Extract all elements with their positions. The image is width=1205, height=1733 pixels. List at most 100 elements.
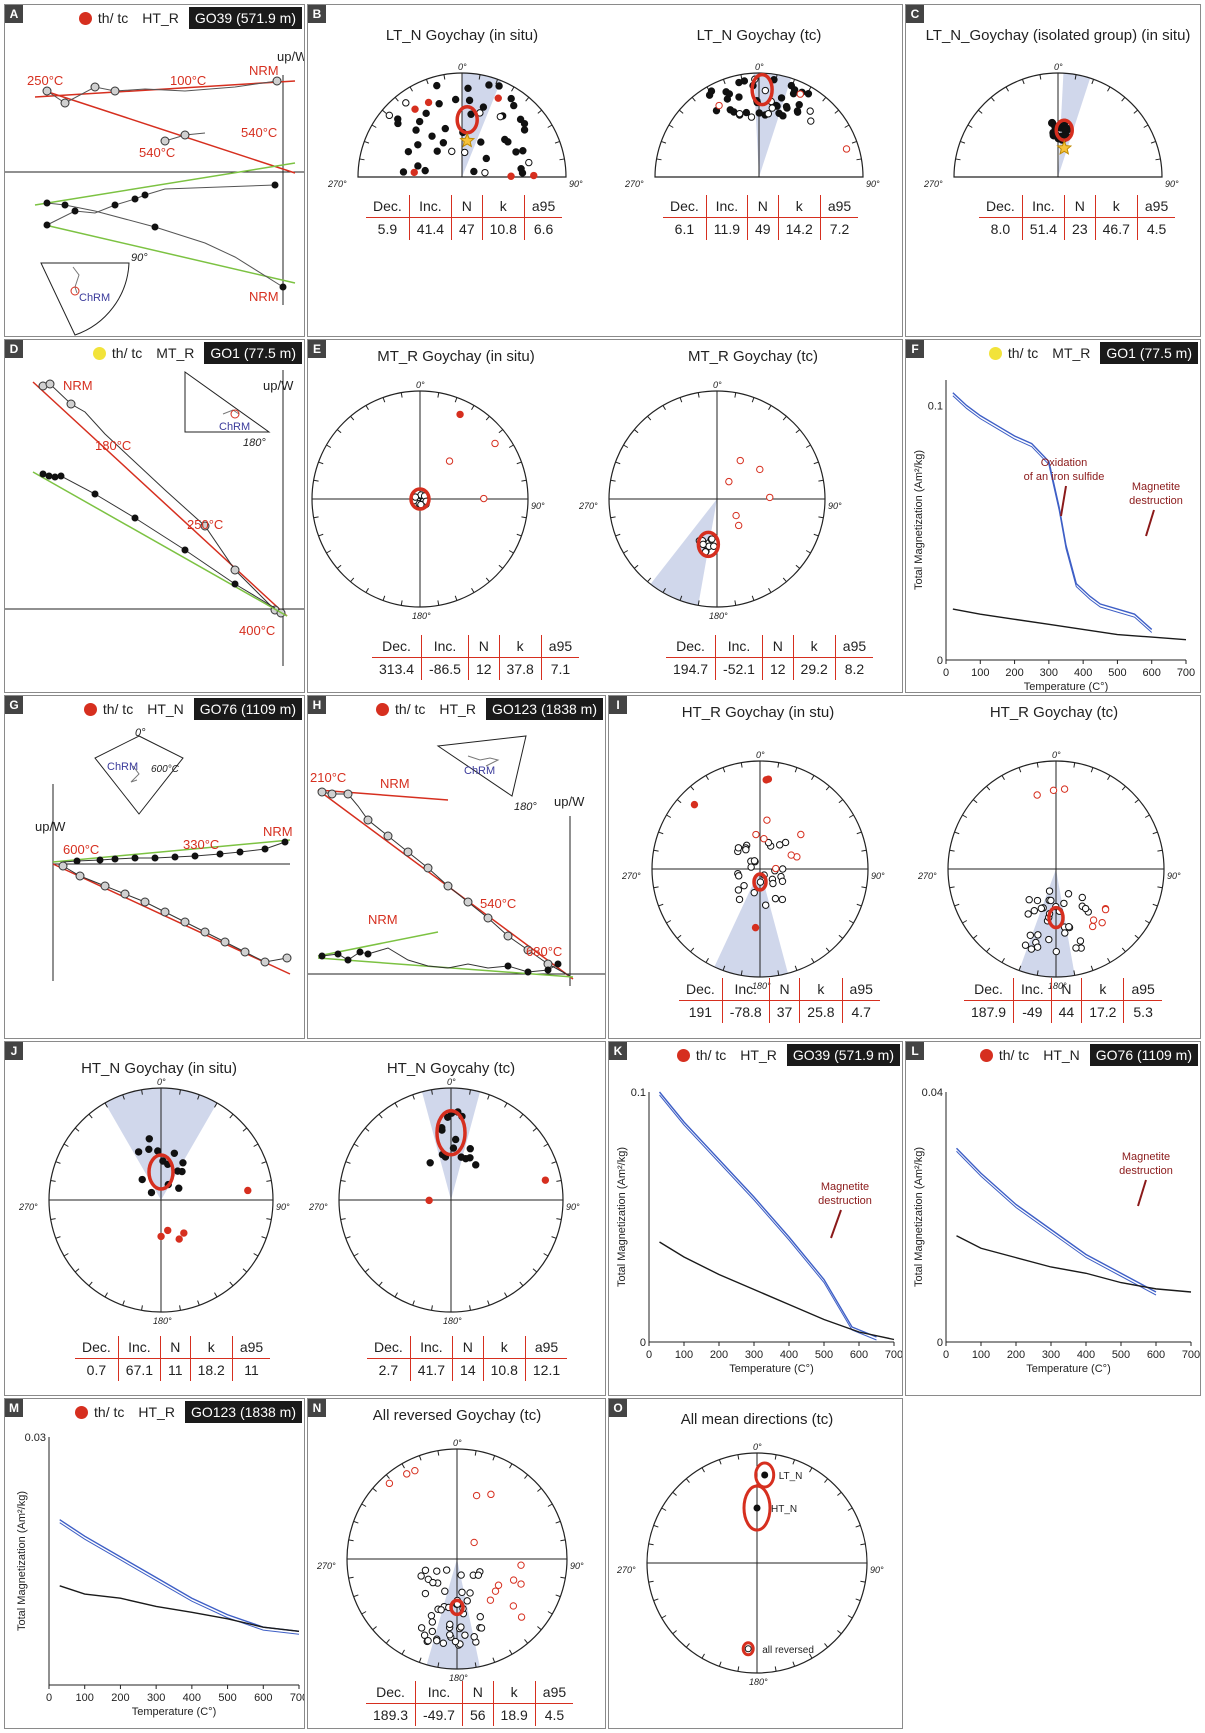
closed-point: [795, 100, 803, 109]
open-point: [1052, 947, 1060, 956]
closed-point: [404, 147, 413, 156]
open-point: [433, 1567, 441, 1575]
net-tick: [685, 1478, 690, 1483]
mean-label: all reversed: [762, 1645, 814, 1656]
net-tick: [1021, 79, 1025, 85]
net-tick: [74, 1268, 80, 1273]
x-tick-label: 0: [646, 1349, 652, 1361]
legend-label: th/ tc: [998, 1047, 1030, 1063]
group-label: HT_R: [439, 701, 476, 717]
net-tick: [242, 1268, 248, 1273]
net-tick: [353, 1520, 359, 1524]
panel-header: th/ tc HT_N GO76 (1109 m): [83, 698, 302, 720]
net-tick: [768, 587, 772, 593]
closed-point: [425, 1196, 433, 1205]
open-point: [778, 865, 787, 873]
panel-header: th/ tc MT_R GO1 (77.5 m): [988, 342, 1198, 364]
open-point: [1060, 785, 1069, 793]
net-tick: [813, 533, 819, 537]
net-tick: [990, 97, 995, 102]
closed-point: [164, 1226, 172, 1235]
net-tick: [560, 1576, 566, 1579]
demag-path: [321, 947, 559, 973]
net-tick: [722, 767, 726, 773]
open-point: [480, 494, 488, 503]
net-tick: [1133, 109, 1138, 114]
open-point: [460, 148, 469, 157]
net-tick: [666, 920, 672, 924]
open-point: [769, 879, 777, 888]
open-point: [494, 1581, 503, 1589]
closed-point: [175, 1235, 183, 1243]
net-tick: [537, 1626, 542, 1631]
net-tick: [359, 158, 365, 161]
net-tick: [1018, 965, 1022, 971]
site-label: GO123 (1838 m): [485, 698, 603, 720]
thermomag-chart: 0 100 200 300 400 500 600 700 0.03 Temperature (C…: [16, 1432, 304, 1718]
open-point: [1033, 791, 1041, 799]
fit-line: [317, 789, 449, 801]
demag-path: [62, 841, 286, 863]
net-tick: [1134, 934, 1140, 939]
net-tick: [88, 1281, 93, 1287]
net-tick: [1150, 140, 1156, 144]
zijderveld-plot: up/W 210°C NRM 540°C 680°C NRM ChRM 180°: [308, 735, 605, 986]
group-label: HT_R: [740, 1047, 777, 1063]
open-point: [487, 1490, 495, 1499]
x-tick-label: 400: [183, 1692, 201, 1704]
open-point: [1021, 941, 1030, 949]
tick-label-90: 90°: [566, 1202, 580, 1212]
legend-dot: [75, 1405, 89, 1419]
net-tick: [676, 799, 682, 804]
net-tick: [809, 1653, 813, 1659]
open-point: [446, 1620, 454, 1629]
x-tick-label: 500: [1112, 1349, 1130, 1361]
open-point: [417, 1624, 426, 1632]
mean-label: HT_N: [771, 1504, 797, 1515]
annotation-arrow: [1137, 1179, 1147, 1207]
net-tick: [986, 947, 991, 953]
panel-g: G th/ tc HT_N GO76 (1109 m) up/W NRM 330°C…: [4, 695, 305, 1039]
net-tick: [543, 1143, 549, 1147]
closed-point: [410, 168, 418, 177]
net-tick: [487, 1094, 490, 1100]
net-tick: [811, 775, 815, 781]
x-tick-label: 600: [254, 1692, 272, 1704]
closed-point: [787, 81, 796, 90]
open-point: [761, 901, 770, 909]
net-tick: [844, 124, 850, 128]
net-tick: [855, 1598, 861, 1602]
net-tick: [372, 1487, 377, 1492]
open-point: [428, 1618, 437, 1626]
temp-label: 210°C: [310, 770, 346, 785]
closed-point: [145, 1145, 153, 1154]
legend-label: th/ tc: [97, 10, 129, 26]
open-point: [771, 894, 780, 903]
net-tick: [364, 1268, 370, 1273]
net-tick: [556, 1180, 562, 1182]
inset-temp: 600°C: [151, 764, 180, 775]
net-tick: [1143, 124, 1149, 128]
net-tick: [653, 1524, 659, 1528]
open-point: [756, 878, 765, 886]
open-point: [1049, 786, 1058, 795]
net-tick: [825, 947, 830, 953]
x-tick-label: 700: [1177, 667, 1195, 679]
closed-point: [394, 119, 402, 128]
site-label: GO1 (77.5 m): [204, 342, 302, 364]
net-tick: [418, 1657, 422, 1663]
annotation-arrow: [1145, 509, 1155, 537]
net-tick: [253, 1253, 259, 1257]
closed-point: [494, 94, 502, 102]
closed-point: [457, 1153, 465, 1161]
x-tick-label: 600: [1143, 667, 1161, 679]
plot-title: HT_R Goychay (in stu): [681, 704, 835, 721]
tick-label-0: 0°: [1052, 750, 1061, 760]
panel-label: M: [5, 1399, 23, 1417]
net-tick: [547, 1611, 553, 1615]
open-point: [761, 86, 770, 95]
open-point: [421, 1566, 430, 1575]
net-tick: [838, 799, 844, 804]
open-point: [433, 1636, 441, 1645]
